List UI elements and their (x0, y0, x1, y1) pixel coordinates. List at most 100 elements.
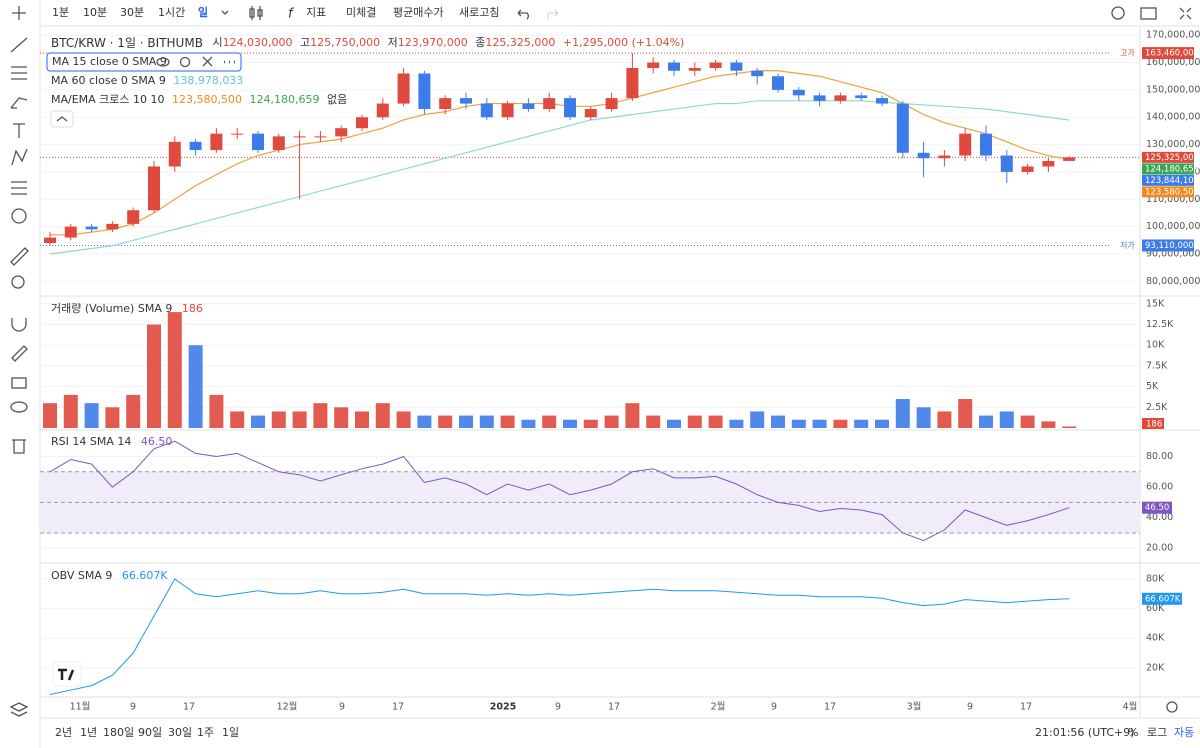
candle-body (668, 62, 680, 71)
volume-bar (604, 415, 619, 428)
crosshair-icon[interactable] (12, 6, 26, 20)
volume-bar (188, 345, 203, 428)
pane-legend: RSI 14 SMA 14 46.50 (51, 435, 172, 448)
ohlc-value: 124,030,000 (223, 36, 293, 49)
indicators-button[interactable]: 지표 (306, 6, 326, 19)
candle-body (980, 133, 992, 156)
range-button[interactable]: 180일 (103, 725, 134, 739)
reference-name: 저가 (1120, 241, 1135, 250)
collapse-legend-button[interactable] (50, 110, 74, 128)
brush-icon[interactable] (10, 97, 28, 109)
indicator-legend: MA 60 close 0 SMA 9 138,978,033 (51, 74, 243, 87)
delete-icon[interactable] (12, 439, 26, 454)
candle-body (605, 98, 618, 110)
selected-indicator-box[interactable] (46, 52, 242, 72)
fullscreen-button[interactable] (1179, 7, 1192, 20)
volume-bar (979, 415, 993, 428)
volume-bar (438, 415, 453, 428)
y-tick-label: 7.5K (1146, 360, 1168, 371)
price-tag (1142, 163, 1194, 175)
settings-button[interactable] (179, 56, 191, 68)
candle-body (730, 62, 743, 71)
visibility-icon[interactable] (10, 401, 28, 413)
candle-body (1000, 155, 1013, 172)
volume-bar (937, 411, 952, 428)
text-icon[interactable] (13, 123, 25, 138)
candle-body (480, 103, 493, 118)
legend-main: BTC/KRW · 1일 · BITHUMB 시124,030,000 고125… (51, 36, 684, 50)
candle-body (272, 136, 285, 151)
price-tag-label: 93,110,000 (1145, 241, 1194, 251)
y-tick-label: 10K (1146, 340, 1165, 351)
y-tick-label: 170,000,000 (1146, 30, 1200, 41)
price-tag (1142, 47, 1194, 60)
candle-body (813, 95, 826, 101)
fib-icon[interactable] (11, 66, 27, 80)
pattern-icon[interactable] (11, 148, 28, 166)
axis-settings-button[interactable] (1166, 701, 1178, 713)
range-button[interactable]: 2년 (55, 726, 72, 739)
range-button[interactable]: 1일 (222, 725, 239, 739)
emoji-icon[interactable] (11, 208, 27, 224)
lock-draw-icon[interactable] (11, 345, 28, 362)
obv-tag-label: 66.607K (1145, 594, 1181, 604)
volume-bar (147, 324, 161, 428)
magnet-icon[interactable] (11, 318, 27, 332)
indicator-value: 123,580,500 (172, 93, 242, 106)
price-tag-label: 124,180,659 (1145, 164, 1199, 174)
volume-bar (812, 419, 827, 428)
indicator-line (49, 100, 1070, 255)
interval-button[interactable]: 30분 (120, 6, 144, 19)
ruler-icon[interactable] (10, 247, 29, 266)
screenshot-button[interactable] (1140, 7, 1157, 20)
refresh-button[interactable]: 새로고침 (459, 6, 499, 19)
prediction-icon[interactable] (11, 181, 27, 195)
volume-bar (271, 411, 286, 428)
drawing-tools[interactable] (9, 6, 29, 717)
open-orders-button[interactable]: 미체결 (346, 6, 376, 19)
interval-button[interactable]: 10분 (83, 6, 107, 19)
change-value: +1,295,000 (+1.04%) (563, 36, 684, 49)
volume-bar (958, 399, 973, 428)
zoom-icon[interactable] (11, 275, 25, 289)
volume-bar (625, 403, 640, 428)
price-tag (1142, 151, 1194, 163)
volume-bar (875, 419, 889, 428)
volume-bar (126, 394, 141, 428)
remove-button[interactable] (202, 56, 213, 67)
percent-button[interactable]: % (1128, 726, 1138, 739)
avg-price-button[interactable]: 평균매수가 (393, 6, 444, 19)
range-button[interactable]: 90일 (138, 725, 162, 739)
y-tick-label: 60K (1146, 603, 1165, 614)
volume-bar (396, 411, 411, 428)
y-tick-label: 80.00 (1146, 451, 1173, 462)
y-tick-label: 60.00 (1146, 482, 1173, 493)
y-tick-label: 12.5K (1146, 319, 1174, 330)
range-button[interactable]: 1년 (80, 726, 97, 739)
candle-body (564, 98, 576, 118)
candle-body (501, 103, 514, 118)
log-button[interactable]: 로그 (1147, 726, 1167, 739)
x-tick-label: 17 (183, 702, 195, 713)
interval-dropdown[interactable] (221, 10, 229, 15)
chart-type-button[interactable] (249, 6, 263, 20)
lock-icon[interactable] (11, 377, 27, 389)
volume-tag-label: 186 (1146, 420, 1162, 430)
settings-button[interactable] (1111, 6, 1125, 20)
auto-button[interactable]: 자동 (1174, 726, 1194, 739)
pane-title: RSI 14 SMA 14 (51, 435, 131, 448)
redo-button[interactable] (547, 9, 559, 20)
hide-button[interactable] (156, 57, 170, 67)
range-button[interactable]: 30일 (168, 725, 192, 739)
undo-button[interactable] (517, 9, 529, 20)
fx-icon[interactable]: f (288, 7, 295, 22)
interval-button[interactable]: 1분 (52, 6, 69, 19)
interval-button[interactable]: 1시간 (158, 6, 185, 19)
interval-button-active[interactable]: 일 (198, 5, 208, 19)
range-button[interactable]: 1주 (197, 726, 214, 739)
volume-bar (729, 419, 744, 428)
candle-body (543, 98, 556, 110)
trendline-icon[interactable] (10, 37, 28, 53)
layers-icon[interactable] (9, 702, 29, 717)
y-tick-label: 80,000,000 (1146, 276, 1200, 287)
